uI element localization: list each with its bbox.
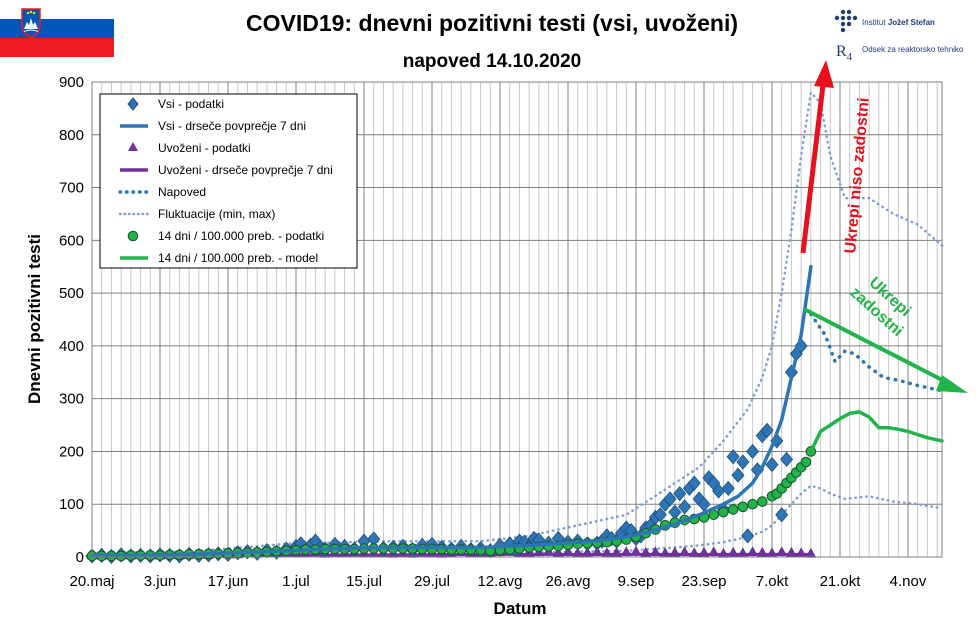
flag-coat-of-arms-icon bbox=[21, 8, 41, 38]
flag-red-stripe bbox=[0, 38, 114, 57]
flag-blue-stripe bbox=[0, 19, 114, 38]
legend-label-fluktuacije: Fluktuacije (min, max) bbox=[158, 207, 275, 221]
point-vsi bbox=[721, 480, 735, 497]
red-arrow bbox=[800, 60, 834, 254]
x-tick-label: 15.jul bbox=[346, 573, 382, 590]
y-tick-label: 400 bbox=[59, 338, 84, 355]
legend-label-napoved: Napoved bbox=[158, 185, 206, 199]
dept-mark: R4 bbox=[836, 43, 853, 63]
slovenia-flag bbox=[0, 0, 114, 57]
point-14dni bbox=[800, 456, 812, 468]
legend-box bbox=[99, 93, 358, 269]
series-14dni-model bbox=[809, 410, 944, 454]
x-tick-label: 4.nov bbox=[890, 573, 927, 590]
point-14dni bbox=[747, 498, 758, 510]
point-14dni bbox=[756, 496, 768, 507]
legend-symbol-vsi_points bbox=[127, 97, 139, 111]
point-vsi bbox=[678, 499, 692, 515]
x-tick-label: 17.jun bbox=[208, 573, 249, 590]
dept-name: Odsek za reaktorsko tehniko bbox=[862, 45, 964, 54]
point-vsi bbox=[673, 486, 687, 502]
point-14dni bbox=[737, 501, 749, 513]
point-vsi bbox=[731, 467, 745, 483]
y-tick-label: 700 bbox=[59, 180, 84, 197]
legend-label-uvozeni_points: Uvoženi - podatki bbox=[158, 141, 251, 155]
flag-white-stripe bbox=[0, 0, 114, 19]
x-tick-labels: 20.maj 3.jun 17.jun 1.jul 15.jul 29.jul 12.avg… bbox=[69, 573, 926, 590]
ijs-dots-icon bbox=[834, 9, 858, 33]
y-tick-label: 600 bbox=[59, 232, 84, 249]
x-tick-label: 9.sep bbox=[618, 573, 655, 590]
point-14dni bbox=[718, 506, 729, 518]
x-tick-label: 26.avg bbox=[545, 573, 590, 590]
point-vsi bbox=[780, 451, 794, 467]
plot-border bbox=[91, 81, 943, 558]
point-vsi bbox=[726, 449, 740, 465]
series-layer bbox=[85, 91, 944, 565]
point-vsi bbox=[746, 443, 760, 460]
legend-label-uvozeni_ma: Uvoženi - drseče povprečje 7 dni bbox=[158, 163, 333, 177]
x-tick-label: 3.jun bbox=[144, 573, 177, 590]
y-tick-label: 100 bbox=[59, 496, 84, 513]
series-vsi-ma bbox=[90, 264, 813, 558]
ijs-name: Institut Jožef Stefan bbox=[862, 18, 935, 27]
y-tick-label: 200 bbox=[59, 443, 84, 460]
y-tick-label: 800 bbox=[59, 127, 84, 144]
point-vsi bbox=[663, 491, 677, 507]
x-tick-label: 23.sep bbox=[681, 573, 726, 590]
x-axis-label: Datum bbox=[494, 599, 547, 618]
x-tick-label: 21.okt bbox=[820, 573, 862, 590]
y-tick-label: 300 bbox=[59, 391, 84, 408]
legend-label-d14_model: 14 dni / 100.000 preb. - model bbox=[158, 251, 318, 265]
legend: Vsi - podatki Vsi - drseče povprečje 7 dn… bbox=[99, 93, 358, 269]
x-tick-label: 7.okt bbox=[756, 573, 789, 590]
series-napoved bbox=[809, 312, 944, 393]
x-tick-label: 20.maj bbox=[69, 573, 114, 590]
ijs-logo: Institut Jožef Stefan R4 Odsek za reakto… bbox=[834, 9, 964, 63]
y-axis-label: Dnevni pozitivni testi bbox=[25, 234, 44, 404]
chart-title: COVID19: dnevni pozitivni testi (vsi, uv… bbox=[246, 10, 738, 36]
point-vsi bbox=[687, 475, 701, 491]
point-vsi bbox=[765, 457, 779, 473]
point-vsi bbox=[760, 422, 774, 438]
point-vsi bbox=[741, 528, 755, 544]
y-tick-label: 500 bbox=[59, 285, 84, 302]
y-tick-label: 0 bbox=[76, 549, 84, 566]
y-tick-labels: 0 100 200 300 400 500 600 700 800 900 bbox=[59, 74, 84, 566]
series-fluktuacije-min bbox=[90, 484, 944, 559]
point-vsi bbox=[736, 454, 750, 470]
green-arrow bbox=[803, 307, 968, 393]
legend-symbol-d14_points bbox=[127, 230, 139, 242]
plot-area bbox=[85, 81, 944, 565]
legend-symbol-uvozeni_points bbox=[128, 142, 138, 151]
point-vsi bbox=[775, 507, 789, 523]
x-tick-label: 12.avg bbox=[477, 573, 522, 590]
point-14dni bbox=[727, 504, 739, 515]
y-tick-label: 900 bbox=[59, 74, 84, 91]
x-tick-label: 29.jul bbox=[414, 573, 450, 590]
legend-label-vsi_ma: Vsi - drseče povprečje 7 dni bbox=[158, 119, 306, 133]
x-tick-label: 1.jul bbox=[282, 573, 310, 590]
legend-label-d14_points: 14 dni / 100.000 preb. - podatki bbox=[158, 229, 324, 243]
legend-label-vsi_points: Vsi - podatki bbox=[158, 97, 224, 111]
point-vsi bbox=[653, 507, 667, 523]
chart-subtitle: napoved 14.10.2020 bbox=[403, 51, 582, 72]
